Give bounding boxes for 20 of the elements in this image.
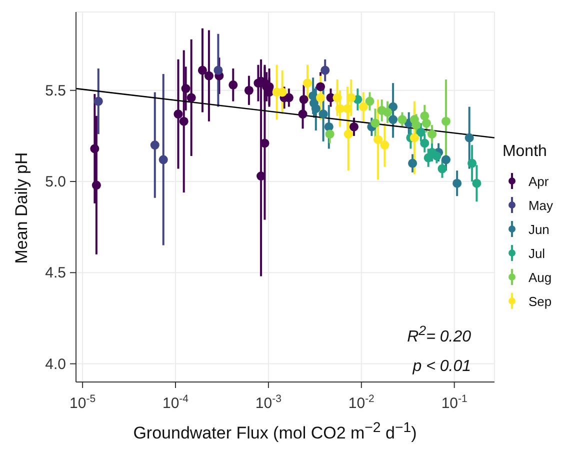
x-tick-label: 10$^{-2}$ (348, 393, 375, 412)
legend-label: Aug (528, 270, 552, 284)
legend-label: Apr (528, 174, 549, 188)
y-tick-label: 4.0 (45, 356, 66, 373)
legend-title: Month (502, 143, 548, 161)
y-tick-label: 5.0 (45, 174, 66, 191)
x-tick-label: 10$^{-3}$ (255, 393, 282, 412)
x-tick-label: 10$^{-5}$ (70, 393, 96, 412)
x-axis-title: Groundwater Flux (mol CO2 m$^{−2}$ d$^{−1}$) (132, 420, 418, 444)
y-axis-title: Mean Daily pH (12, 152, 32, 264)
legend-label: May (528, 198, 553, 212)
legend-label: Sep (528, 294, 552, 308)
legend-label: Jun (528, 222, 550, 236)
y-tick-label: 5.5 (45, 82, 66, 100)
x-tick-label: 10$^{-1}$ (441, 393, 468, 412)
annotation: R$^{2}$= 0.20 (407, 323, 471, 346)
x-tick-label: 10$^{-4}$ (162, 393, 189, 412)
legend-label: Jul (528, 246, 546, 260)
annotation: p < 0.01 (412, 358, 471, 376)
y-tick-label: 4.5 (45, 264, 66, 282)
